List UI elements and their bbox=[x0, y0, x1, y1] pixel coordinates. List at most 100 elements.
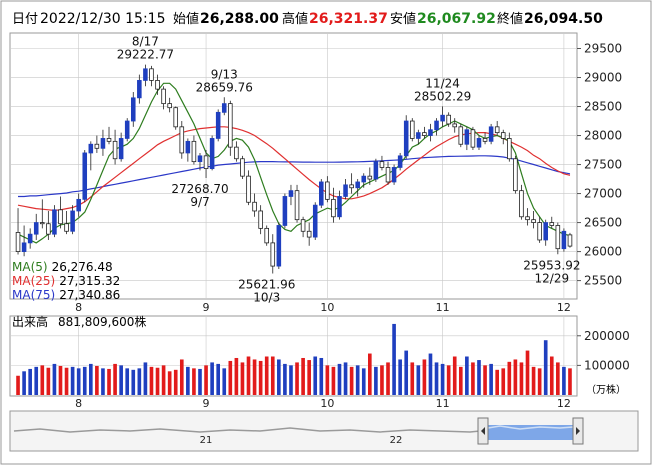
volume-bar bbox=[222, 368, 227, 395]
candle bbox=[567, 232, 573, 248]
volume-bar bbox=[258, 360, 263, 395]
price-tick-label: 29500 bbox=[584, 42, 622, 56]
candle-body-down bbox=[64, 223, 69, 232]
volume-header: 出来高 881,809,600株 bbox=[12, 314, 146, 329]
candle bbox=[440, 106, 445, 127]
candle-body-up bbox=[416, 132, 421, 139]
candle bbox=[325, 176, 330, 203]
volume-bar bbox=[295, 362, 299, 395]
volume-bar bbox=[301, 357, 305, 395]
ma25-line bbox=[17, 126, 571, 212]
candle-body-down bbox=[367, 175, 373, 180]
candle bbox=[397, 152, 403, 171]
volume-month-label: 8 bbox=[75, 397, 82, 410]
volume-bar bbox=[465, 356, 469, 395]
candle bbox=[519, 184, 524, 220]
candle-body-up bbox=[373, 161, 379, 180]
legend-ma75-label: MA(75) bbox=[12, 288, 55, 302]
candle-body-down bbox=[379, 161, 385, 168]
volume-bar bbox=[186, 366, 190, 395]
candle bbox=[76, 193, 81, 217]
volume-bar bbox=[313, 356, 318, 395]
candle bbox=[64, 210, 69, 235]
open-label: 始値 bbox=[173, 11, 199, 27]
volume-bar bbox=[428, 353, 433, 395]
navigator-label-21: 21 bbox=[200, 435, 213, 446]
annotation-date: 12/29 bbox=[535, 271, 570, 285]
candle bbox=[343, 179, 348, 200]
navigator-label-22: 22 bbox=[390, 435, 403, 446]
candle-body-up bbox=[185, 140, 191, 154]
volume-bar bbox=[192, 368, 196, 395]
volume-bar bbox=[198, 368, 202, 395]
volume-bar bbox=[501, 368, 506, 395]
volume-bar bbox=[149, 366, 154, 395]
price-tick-label: 28500 bbox=[584, 100, 622, 114]
candle-body-up bbox=[130, 97, 136, 122]
volume-bar bbox=[537, 368, 542, 395]
volume-bar bbox=[483, 365, 487, 395]
candle-body-up bbox=[355, 181, 360, 189]
close-label: 終値 bbox=[497, 11, 523, 27]
candle bbox=[513, 155, 518, 194]
candle-body-up bbox=[288, 190, 294, 197]
candle-body-up bbox=[52, 209, 57, 235]
candle bbox=[409, 118, 415, 142]
candle bbox=[385, 161, 391, 185]
moving-average-lines bbox=[17, 82, 571, 244]
volume-bar bbox=[349, 366, 354, 395]
candle bbox=[215, 109, 221, 142]
candle bbox=[337, 190, 342, 220]
volume-bar bbox=[392, 323, 396, 395]
candle bbox=[379, 155, 385, 171]
candle-body-down bbox=[494, 126, 500, 134]
candle-body-down bbox=[525, 216, 530, 221]
low-label: 安値 bbox=[390, 11, 416, 27]
candle bbox=[149, 65, 154, 87]
navigator-selected-range[interactable] bbox=[488, 425, 573, 440]
volume-bar bbox=[495, 369, 500, 395]
candle bbox=[112, 129, 118, 165]
volume-tick-label: 200000 bbox=[584, 329, 630, 343]
candle-body-down bbox=[179, 126, 185, 154]
candle-body-up bbox=[464, 129, 470, 145]
candle bbox=[130, 92, 136, 127]
candle bbox=[470, 126, 476, 151]
volume-bar bbox=[489, 363, 493, 395]
volume-bar bbox=[513, 359, 518, 395]
candle bbox=[476, 135, 482, 151]
volume-bar bbox=[337, 363, 342, 395]
candle bbox=[228, 100, 233, 156]
candle bbox=[482, 132, 488, 145]
candle-body-up bbox=[100, 138, 106, 149]
volume-bar bbox=[507, 361, 512, 395]
price-axis-ticks: 25500 26000 26500 27000 27500 28000 28500 29000… bbox=[577, 42, 622, 288]
candle bbox=[94, 135, 100, 153]
candle-body-down bbox=[161, 88, 166, 105]
candle-body-up bbox=[88, 143, 94, 154]
candle bbox=[40, 199, 45, 229]
candle-body-up bbox=[391, 167, 397, 183]
annotation-date: 8/17 bbox=[132, 35, 159, 49]
candle-body-down bbox=[106, 138, 112, 142]
candle bbox=[161, 86, 166, 110]
legend-ma5-value: 26,276.48 bbox=[52, 260, 113, 274]
volume-bar bbox=[355, 365, 360, 395]
volume-bar bbox=[34, 366, 39, 395]
annotation-date: 9/13 bbox=[211, 67, 238, 81]
candle-body-down bbox=[240, 158, 245, 177]
candle-body-down bbox=[567, 234, 573, 247]
volume-bar bbox=[40, 365, 45, 395]
volume-month-label: 10 bbox=[320, 397, 334, 410]
volume-month-label: 11 bbox=[436, 397, 450, 410]
legend-ma5: MA(5) 26,276.48 bbox=[12, 260, 113, 274]
candle-body-up bbox=[76, 198, 81, 212]
candle-body-up bbox=[33, 222, 39, 235]
candlesticks bbox=[15, 64, 573, 274]
volume-bar bbox=[58, 365, 63, 395]
candle-body-up bbox=[312, 204, 318, 238]
candle bbox=[391, 164, 397, 185]
candle bbox=[209, 135, 215, 171]
volume-bar bbox=[216, 363, 221, 395]
candle-body-up bbox=[209, 138, 215, 170]
